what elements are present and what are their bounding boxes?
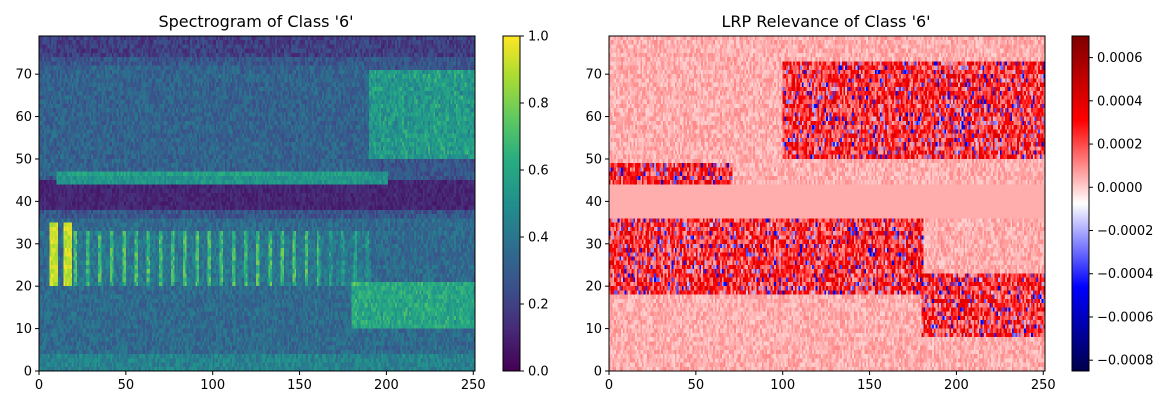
spectrogram-x-tick-label: 100 [200, 378, 225, 393]
spectrogram-colorbar-frame [502, 35, 521, 372]
lrp-colorbar-tick-label: −0.0006 [1097, 310, 1153, 325]
spectrogram-colorbar-tick-label: 1.0 [528, 30, 549, 45]
spectrogram-y-tick-label: 0 [24, 365, 32, 380]
lrp-heatmap [609, 36, 1045, 371]
lrp-x-tick-label: 150 [857, 378, 882, 393]
spectrogram-colorbar-tick-label: 0.4 [528, 231, 549, 246]
lrp-colorbar-frame [1071, 35, 1090, 372]
lrp-colorbar-tick-label: 0.0004 [1097, 94, 1143, 109]
spectrogram-panel: Spectrogram of Class '6' 0 50 100 150 200 250… [15, 12, 548, 393]
lrp-plot-frame [608, 35, 1046, 372]
lrp-y-tick-label: 10 [585, 322, 602, 337]
lrp-x-tick-label: 200 [944, 378, 969, 393]
lrp-x-tick-label: 50 [688, 378, 705, 393]
lrp-y-tick-label: 70 [585, 68, 602, 83]
lrp-colorbar-tick-label: 0.0006 [1097, 51, 1143, 66]
spectrogram-x-tick-label: 50 [118, 378, 135, 393]
spectrogram-colorbar [503, 36, 520, 371]
lrp-colorbar-tick-label: −0.0004 [1097, 267, 1153, 282]
spectrogram-colorbar-tick-label: 0.0 [528, 365, 549, 380]
spectrogram-y-tick-label: 60 [15, 110, 32, 125]
lrp-y-tick-label: 30 [585, 237, 602, 252]
spectrogram-title: Spectrogram of Class '6' [158, 12, 353, 31]
lrp-y-tick-label: 40 [585, 195, 602, 210]
spectrogram-y-tick-label: 30 [15, 237, 32, 252]
lrp-colorbar-tick-label: −0.0008 [1097, 354, 1153, 369]
lrp-x-tick-label: 250 [1031, 378, 1056, 393]
lrp-y-ticks: 0 10 20 30 40 50 60 70 [585, 68, 609, 380]
lrp-panel: LRP Relevance of Class '6' 0 50 100 150 200 2… [585, 12, 1153, 393]
lrp-colorbar-tick-label: −0.0002 [1097, 224, 1153, 239]
lrp-colorbar-tick-label: 0.0000 [1097, 181, 1143, 196]
spectrogram-colorbar-tick-label: 0.6 [528, 164, 549, 179]
spectrogram-y-tick-label: 20 [15, 280, 32, 295]
spectrogram-y-tick-label: 40 [15, 195, 32, 210]
spectrogram-colorbar-ticks: 0.0 0.2 0.4 0.6 0.8 1.0 [520, 30, 549, 380]
spectrogram-x-ticks: 0 50 100 150 200 250 [35, 371, 486, 393]
lrp-x-ticks: 0 50 100 150 200 250 [605, 371, 1056, 393]
lrp-y-tick-label: 60 [585, 110, 602, 125]
spectrogram-colorbar-tick-label: 0.8 [528, 97, 549, 112]
spectrogram-x-tick-label: 200 [374, 378, 399, 393]
lrp-colorbar [1072, 36, 1089, 371]
spectrogram-x-tick-label: 150 [287, 378, 312, 393]
spectrogram-y-tick-label: 70 [15, 68, 32, 83]
spectrogram-y-ticks: 0 10 20 30 40 50 60 70 [15, 68, 39, 380]
spectrogram-colorbar-tick-label: 0.2 [528, 298, 549, 313]
lrp-colorbar-ticks: −0.0008 −0.0006 −0.0004 −0.0002 0.0000 0.0002… [1089, 51, 1153, 369]
lrp-x-tick-label: 0 [605, 378, 613, 393]
lrp-x-tick-label: 100 [770, 378, 795, 393]
lrp-y-tick-label: 50 [585, 152, 602, 167]
lrp-y-tick-label: 0 [594, 365, 602, 380]
spectrogram-y-tick-label: 10 [15, 322, 32, 337]
lrp-colorbar-tick-label: 0.0002 [1097, 138, 1143, 153]
spectrogram-heatmap [39, 36, 475, 371]
spectrogram-x-tick-label: 0 [35, 378, 43, 393]
lrp-y-tick-label: 20 [585, 280, 602, 295]
lrp-title: LRP Relevance of Class '6' [721, 12, 930, 31]
spectrogram-plot-frame [38, 35, 476, 372]
spectrogram-y-tick-label: 50 [15, 152, 32, 167]
spectrogram-x-tick-label: 250 [461, 378, 486, 393]
